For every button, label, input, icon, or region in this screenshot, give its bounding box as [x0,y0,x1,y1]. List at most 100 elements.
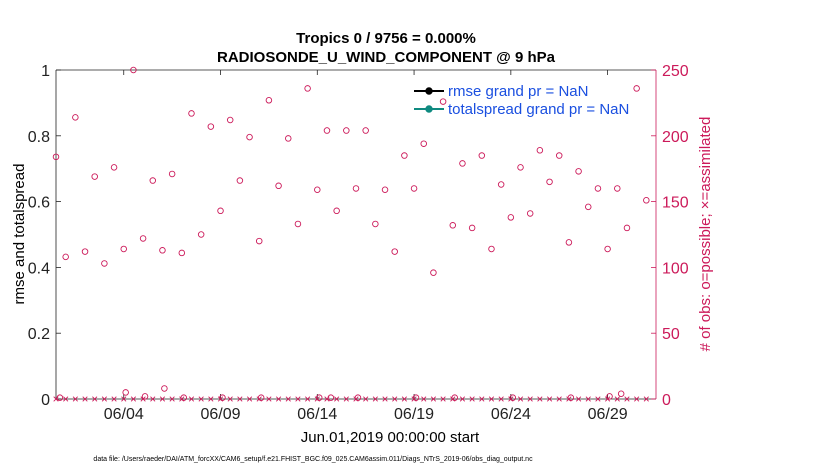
obs-assimilated-stroke [479,396,485,402]
obs-assimilated-stroke [411,396,417,402]
obs-assimilated-stroke [604,396,611,402]
obs-possible-point [285,135,292,142]
obs-possible-point [255,237,263,245]
obs-possible-point [275,182,282,190]
obs-possible-point [219,394,226,401]
obs-assimilated-stroke [508,396,514,402]
obs-possible-point [567,394,575,401]
obs-possible-point [643,197,650,204]
obs-possible-point [439,98,447,105]
obs-possible-point [159,247,166,254]
obs-possible-point [122,389,129,396]
obs-assimilated-point [421,396,427,402]
x-tick-label: 06/19 [394,406,434,423]
obs-possible-point [120,245,127,253]
y-right-tick-label: 250 [662,63,689,80]
obs-assimilated-stroke [421,396,427,402]
obs-assimilated-stroke [295,396,301,402]
obs-assimilated-stroke [121,396,127,402]
obs-possible-point [333,207,340,215]
obs-assimilated-stroke [401,396,408,402]
obs-possible-point [536,147,544,154]
obs-assimilated-stroke [343,396,349,402]
obs-possible-point [575,168,582,175]
y-left-tick-label: 1 [41,63,50,80]
obs-possible-point [488,245,495,253]
obs-assimilated-stroke [517,396,524,402]
obs-assimilated-stroke [208,396,214,402]
obs-possible-point [381,186,389,194]
obs-possible-point [497,181,505,188]
y-axis-label-right: # of obs: o=possible; ×=assimilated [697,117,714,352]
x-tick-label: 06/29 [588,406,628,423]
obs-assimilated-point [585,396,591,402]
obs-assimilated-stroke [353,396,359,402]
y-right-tick-label: 150 [662,195,689,212]
obs-assimilated-stroke [227,396,233,402]
obs-possible-point [161,385,168,392]
obs-possible-point [507,214,515,221]
chart-subtitle: RADIOSONDE_U_WIND_COMPONENT @ 9 hPa [217,49,556,66]
plot-background [56,70,656,399]
obs-possible-point [257,394,265,401]
obs-possible-point [391,248,398,255]
obs-assimilated-stroke [188,396,195,402]
obs-assimilated-point [556,396,562,402]
obs-possible-point [139,235,147,242]
obs-assimilated-point [53,396,59,402]
obs-possible-point [614,185,621,192]
obs-assimilated-stroke [585,396,591,402]
obs-assimilated-stroke [266,396,272,402]
obs-possible-point [197,231,205,238]
obs-assimilated-stroke [595,396,601,402]
obs-assimilated-stroke [575,396,582,402]
legend-label: rmse grand pr = NaN [448,83,588,100]
obs-assimilated-stroke [498,396,504,402]
obs-assimilated-stroke [430,396,437,402]
obs-possible-point [420,140,427,147]
obs-possible-point [343,127,350,134]
obs-assimilated-stroke [450,396,456,402]
obs-assimilated-point [459,396,466,402]
obs-possible-point [327,394,335,401]
obs-possible-point [52,153,60,161]
obs-possible-point [526,210,534,217]
obs-assimilated-stroke [101,396,108,402]
obs-assimilated-stroke [382,396,388,402]
obs-assimilated-stroke [92,396,98,402]
obs-assimilated-point [382,396,388,402]
obs-assimilated-stroke [488,396,495,402]
obs-assimilated-stroke [537,396,543,402]
obs-assimilated-point [575,396,582,402]
obs-assimilated-point [469,396,475,402]
legend-marker [425,87,433,95]
obs-assimilated-point [643,396,649,402]
obs-assimilated-stroke [246,396,253,402]
obs-possible-point [546,178,553,186]
obs-assimilated-stroke [256,396,262,402]
obs-possible-point [207,123,215,130]
obs-possible-point [110,164,118,171]
y-right-tick-label: 200 [662,129,689,146]
obs-assimilated-stroke [179,396,185,402]
obs-possible-point [606,393,613,400]
obs-assimilated-point [82,396,88,402]
obs-assimilated-point [527,396,533,402]
obs-possible-point [509,394,517,401]
obs-assimilated-stroke [198,396,204,402]
obs-assimilated-point [140,396,146,402]
obs-possible-point [81,248,89,255]
obs-assimilated-point [188,396,195,402]
obs-possible-point [412,394,420,401]
obs-assimilated-point [111,396,117,402]
obs-possible-point [478,152,486,159]
obs-possible-point [362,127,369,134]
obs-assimilated-point [121,396,127,402]
obs-assimilated-stroke [304,396,311,402]
y-left-tick-label: 0.4 [28,260,50,277]
obs-assimilated-point [517,396,524,402]
obs-possible-point [265,97,273,104]
obs-assimilated-point [169,396,175,402]
obs-possible-point [623,224,631,232]
